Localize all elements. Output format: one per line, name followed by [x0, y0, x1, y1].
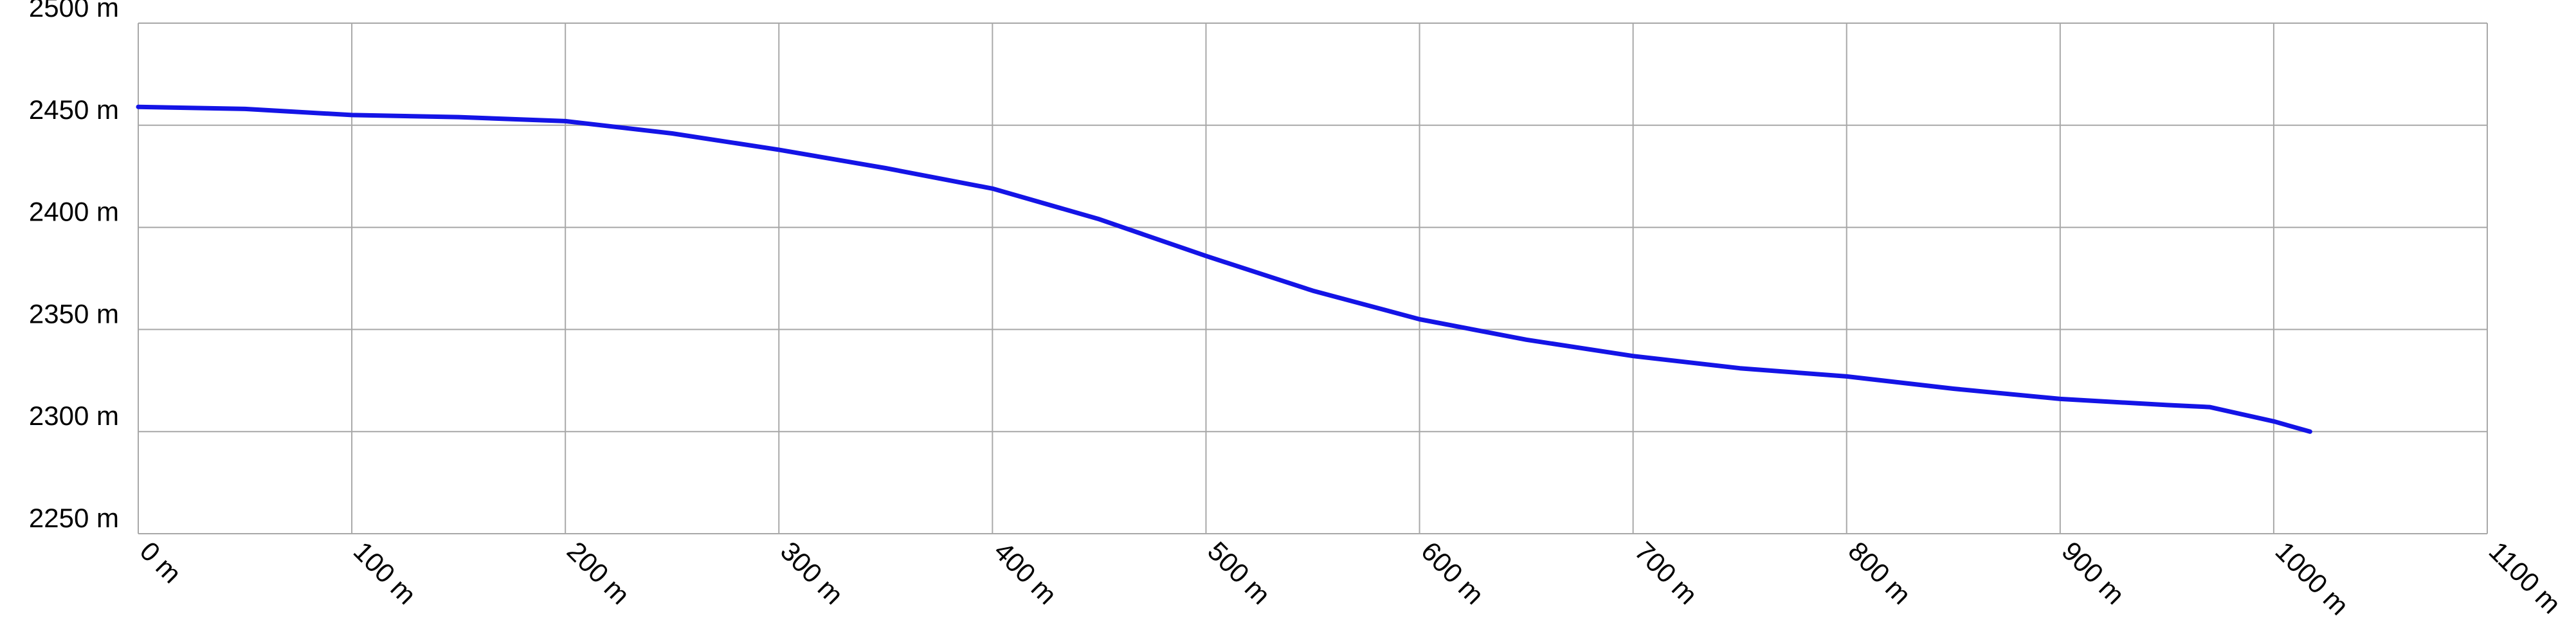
- y-tick-label: 2350 m: [29, 298, 119, 329]
- x-tick-label: 500 m: [1202, 536, 1276, 610]
- x-tick-label: 100 m: [348, 536, 422, 610]
- y-tick-label: 2500 m: [29, 0, 119, 23]
- x-tick-label: 600 m: [1415, 536, 1490, 610]
- x-tick-label: 0 m: [134, 536, 188, 589]
- elevation-line: [136, 104, 2312, 434]
- x-tick-label: 700 m: [1629, 536, 1703, 610]
- y-tick-label: 2450 m: [29, 95, 119, 125]
- x-tick-label: 400 m: [988, 536, 1063, 610]
- x-tick-label: 200 m: [561, 536, 636, 610]
- x-tick-label: 800 m: [1842, 536, 1917, 610]
- y-tick-label: 2300 m: [29, 401, 119, 431]
- y-tick-label: 2400 m: [29, 197, 119, 227]
- x-tick-label: 1000 m: [2270, 536, 2355, 620]
- x-tick-label: 900 m: [2056, 536, 2130, 610]
- x-tick-label: 1100 m: [2483, 536, 2567, 619]
- x-tick-label: 300 m: [775, 536, 849, 610]
- y-tick-label: 2250 m: [29, 503, 119, 533]
